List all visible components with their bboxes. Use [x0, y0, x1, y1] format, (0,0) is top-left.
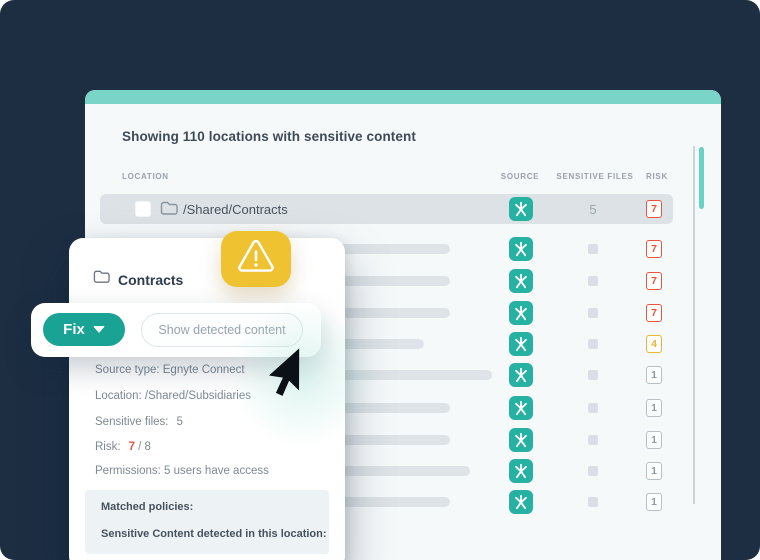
sensitive-files-placeholder — [588, 339, 598, 349]
matched-policies-heading: Matched policies: — [101, 501, 194, 513]
sensitive-files-placeholder — [588, 435, 598, 445]
panel-accent-bar — [85, 90, 721, 104]
sensitive-files-placeholder — [588, 403, 598, 413]
risk-score-badge: 4 — [646, 335, 662, 353]
risk-score-badge: 7 — [646, 272, 662, 290]
scrollbar-track[interactable] — [693, 146, 695, 504]
show-detected-content-button[interactable]: Show detected content — [141, 313, 303, 347]
egnyte-source-icon — [509, 363, 533, 387]
detail-line: Sensitive files: 5 — [95, 416, 183, 428]
fix-button[interactable]: Fix — [43, 313, 125, 346]
location-detail-card: Contracts Source type: Egnyte Connect Loc… — [69, 238, 345, 560]
egnyte-source-icon — [509, 490, 533, 514]
egnyte-source-icon — [509, 459, 533, 483]
risk-score-badge: 1 — [646, 431, 662, 449]
column-header-sensitive-files: SENSITIVE FILES — [556, 172, 634, 181]
panel-title: Showing 110 locations with sensitive con… — [122, 129, 416, 144]
row-checkbox[interactable] — [135, 201, 151, 217]
column-header-location: LOCATION — [122, 172, 169, 181]
detail-line: Source type: Egnyte Connect — [95, 364, 245, 376]
egnyte-source-icon — [509, 301, 533, 325]
scrollbar-thumb[interactable] — [699, 147, 704, 209]
sensitive-files-placeholder — [588, 308, 598, 318]
risk-score-badge: 7 — [646, 200, 662, 218]
egnyte-source-icon — [509, 332, 533, 356]
sensitive-files-placeholder — [588, 244, 598, 254]
sensitive-files-placeholder — [588, 497, 598, 507]
folder-icon — [93, 270, 110, 289]
risk-score-badge: 7 — [646, 240, 662, 258]
detail-card-title: Contracts — [118, 271, 184, 288]
table-row[interactable]: /Shared/Contracts 5 7 — [100, 194, 673, 224]
detail-line: Risk: 7 / 8 — [95, 441, 151, 453]
risk-score-badge: 1 — [646, 462, 662, 480]
sensitive-files-placeholder — [588, 370, 598, 380]
sensitive-files-placeholder — [588, 276, 598, 286]
sensitive-files-placeholder — [588, 466, 598, 476]
matched-policies-line: Sensitive Content detected in this locat… — [101, 528, 327, 540]
detail-line: Permissions: 5 users have access — [95, 465, 269, 477]
fix-button-label: Fix — [63, 321, 85, 338]
detail-line: Location: /Shared/Subsidiaries — [95, 390, 251, 402]
warning-badge — [221, 231, 291, 287]
column-header-source: SOURCE — [500, 172, 540, 181]
risk-score-badge: 1 — [646, 366, 662, 384]
warning-triangle-icon — [235, 239, 277, 280]
egnyte-source-icon — [509, 396, 533, 420]
row-location: /Shared/Contracts — [183, 202, 288, 217]
egnyte-source-icon — [509, 237, 533, 261]
risk-score-badge: 1 — [646, 399, 662, 417]
chevron-down-icon — [92, 326, 105, 333]
sensitive-files-count: 5 — [589, 202, 597, 217]
egnyte-source-icon — [509, 428, 533, 452]
action-toolbar: Fix Show detected content — [31, 303, 321, 357]
egnyte-source-icon — [509, 269, 533, 293]
column-header-risk: RISK — [646, 172, 668, 181]
risk-score-badge: 1 — [646, 493, 662, 511]
egnyte-source-icon — [509, 197, 533, 221]
matched-policies-box: Matched policies: Sensitive Content dete… — [85, 490, 329, 554]
risk-score-badge: 7 — [646, 304, 662, 322]
folder-icon — [160, 201, 178, 221]
